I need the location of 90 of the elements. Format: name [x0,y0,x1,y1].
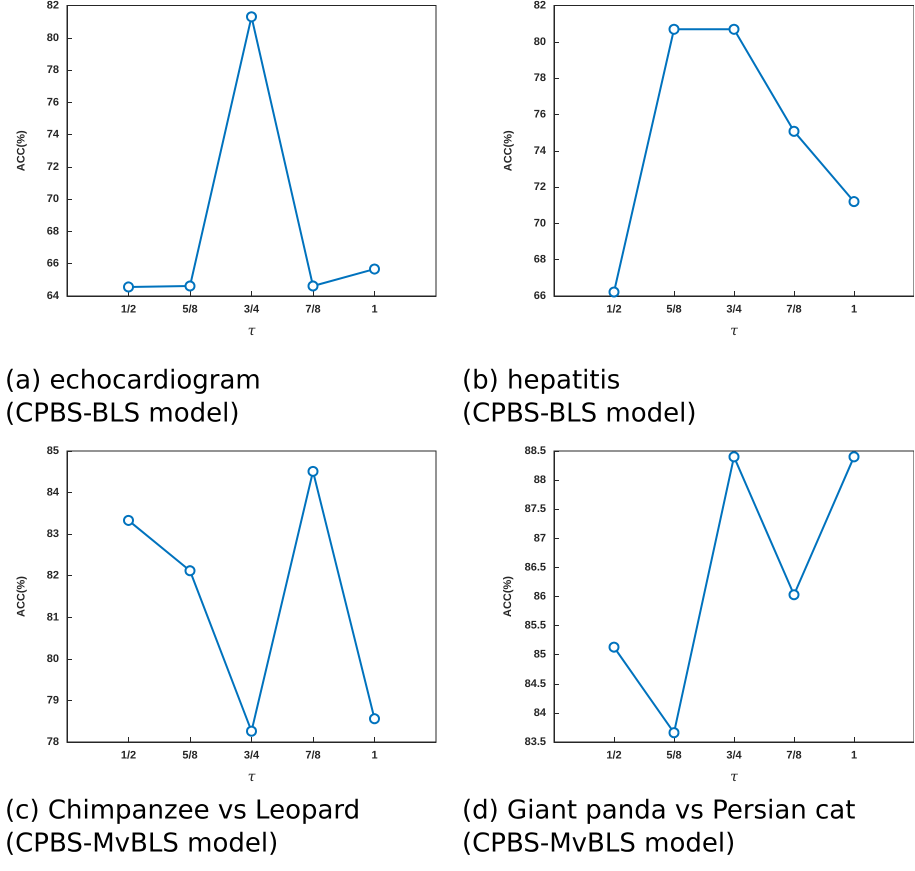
x-tick-label: 1 [371,304,378,316]
x-tick-label: 3/4 [726,304,743,316]
y-tick-label: 68 [46,225,59,238]
point [848,451,860,462]
point [668,24,680,35]
y-tick-label: 85 [534,648,546,661]
point [848,196,860,208]
y-tick-label: 88.5 [524,445,546,457]
x-tick-label: 1 [371,750,378,762]
y-axis-title: ACC(%) [502,576,514,617]
x-tick-label: 1 [850,304,858,316]
x-tick-label: 3/4 [726,750,743,762]
y-tick-label: 66 [46,258,59,270]
text: (c) Chimpanzee vs Leopard (CPBS-MvBLS model) [5,796,360,858]
y-tick-label: 76 [46,96,59,108]
y-tick-label: 78 [46,64,59,76]
y-tick-label: 87 [534,532,546,544]
x-tick-label: 1/2 [606,750,622,762]
x-axis-title: τ [730,769,738,785]
y-tick-label: 72 [534,181,546,194]
y-tick-label: 85.5 [524,620,546,632]
x-tick-label: 5/8 [666,304,682,316]
x-tick-label: 1/2 [606,304,622,316]
y-tick-label: 86 [534,590,546,602]
x-tick-label: 7/8 [305,304,321,316]
point [246,11,257,22]
y-tick-label: 82 [46,570,59,582]
y-tick-label: 88 [534,474,546,486]
point [184,280,196,292]
y-tick-label: 80 [46,32,59,44]
y-tick-label: 81 [46,611,59,624]
x-axis-title: τ [248,769,256,785]
x-tick-label: 3/4 [244,750,260,762]
y-tick-label: 68 [534,254,546,266]
y-tick-label: 82 [534,0,546,12]
x-axis-title: τ [248,323,256,339]
point [728,24,740,35]
y-tick-label: 70 [46,193,59,206]
point [184,565,196,576]
point [608,642,620,653]
y-tick-label: 74 [46,128,60,141]
y-tick-label: 84 [46,486,60,499]
y-tick-label: 72 [46,160,59,173]
x-tick-label: 1 [850,750,858,762]
point [728,451,740,462]
y-tick-label: 78 [46,736,59,748]
y-axis-title: ACC(%) [16,576,28,617]
x-tick-label: 5/8 [182,750,198,762]
x-tick-label: 1/2 [120,750,136,762]
y-tick-label: 85 [46,445,59,457]
point [123,281,134,292]
point [123,514,134,526]
y-tick-label: 74 [534,144,547,157]
point [369,713,380,724]
x-tick-label: 7/8 [305,750,321,762]
y-tick-label: 78 [534,72,546,84]
y-tick-label: 66 [534,290,546,302]
point [788,126,800,137]
point [246,726,257,737]
point [788,589,800,600]
y-axis-title: ACC(%) [16,130,28,172]
y-tick-label: 64 [46,290,60,302]
point [668,727,680,738]
text: (a) echocardiogram (CPBS-BLS model) [5,366,261,428]
point [608,286,620,298]
x-tick-label: 3/4 [244,304,260,316]
y-tick-label: 79 [46,694,59,706]
text: (d) Giant panda vs Persian cat (CPBS-MvBLS model) [462,796,856,858]
point [369,264,380,275]
text: (b) hepatitis (CPBS-BLS model) [462,366,697,428]
x-tick-label: 7/8 [786,750,802,762]
x-tick-label: 7/8 [786,304,802,316]
y-axis-title: ACC(%) [502,130,514,172]
y-tick-label: 83.5 [524,736,546,748]
y-tick-label: 84.5 [524,678,546,690]
y-tick-label: 82 [46,0,59,12]
x-axis-title: τ [730,323,738,339]
y-tick-label: 70 [534,217,546,230]
y-tick-label: 84 [534,706,547,719]
point [308,280,318,292]
x-tick-label: 1/2 [120,304,136,316]
point [308,466,318,477]
y-tick-label: 76 [534,108,546,120]
y-tick-label: 87.5 [524,503,546,516]
y-tick-label: 83 [46,528,59,540]
y-tick-label: 86.5 [524,561,546,574]
x-tick-label: 5/8 [182,304,198,316]
x-tick-label: 5/8 [666,750,682,762]
y-tick-label: 80 [534,36,546,48]
y-tick-label: 80 [46,652,59,665]
